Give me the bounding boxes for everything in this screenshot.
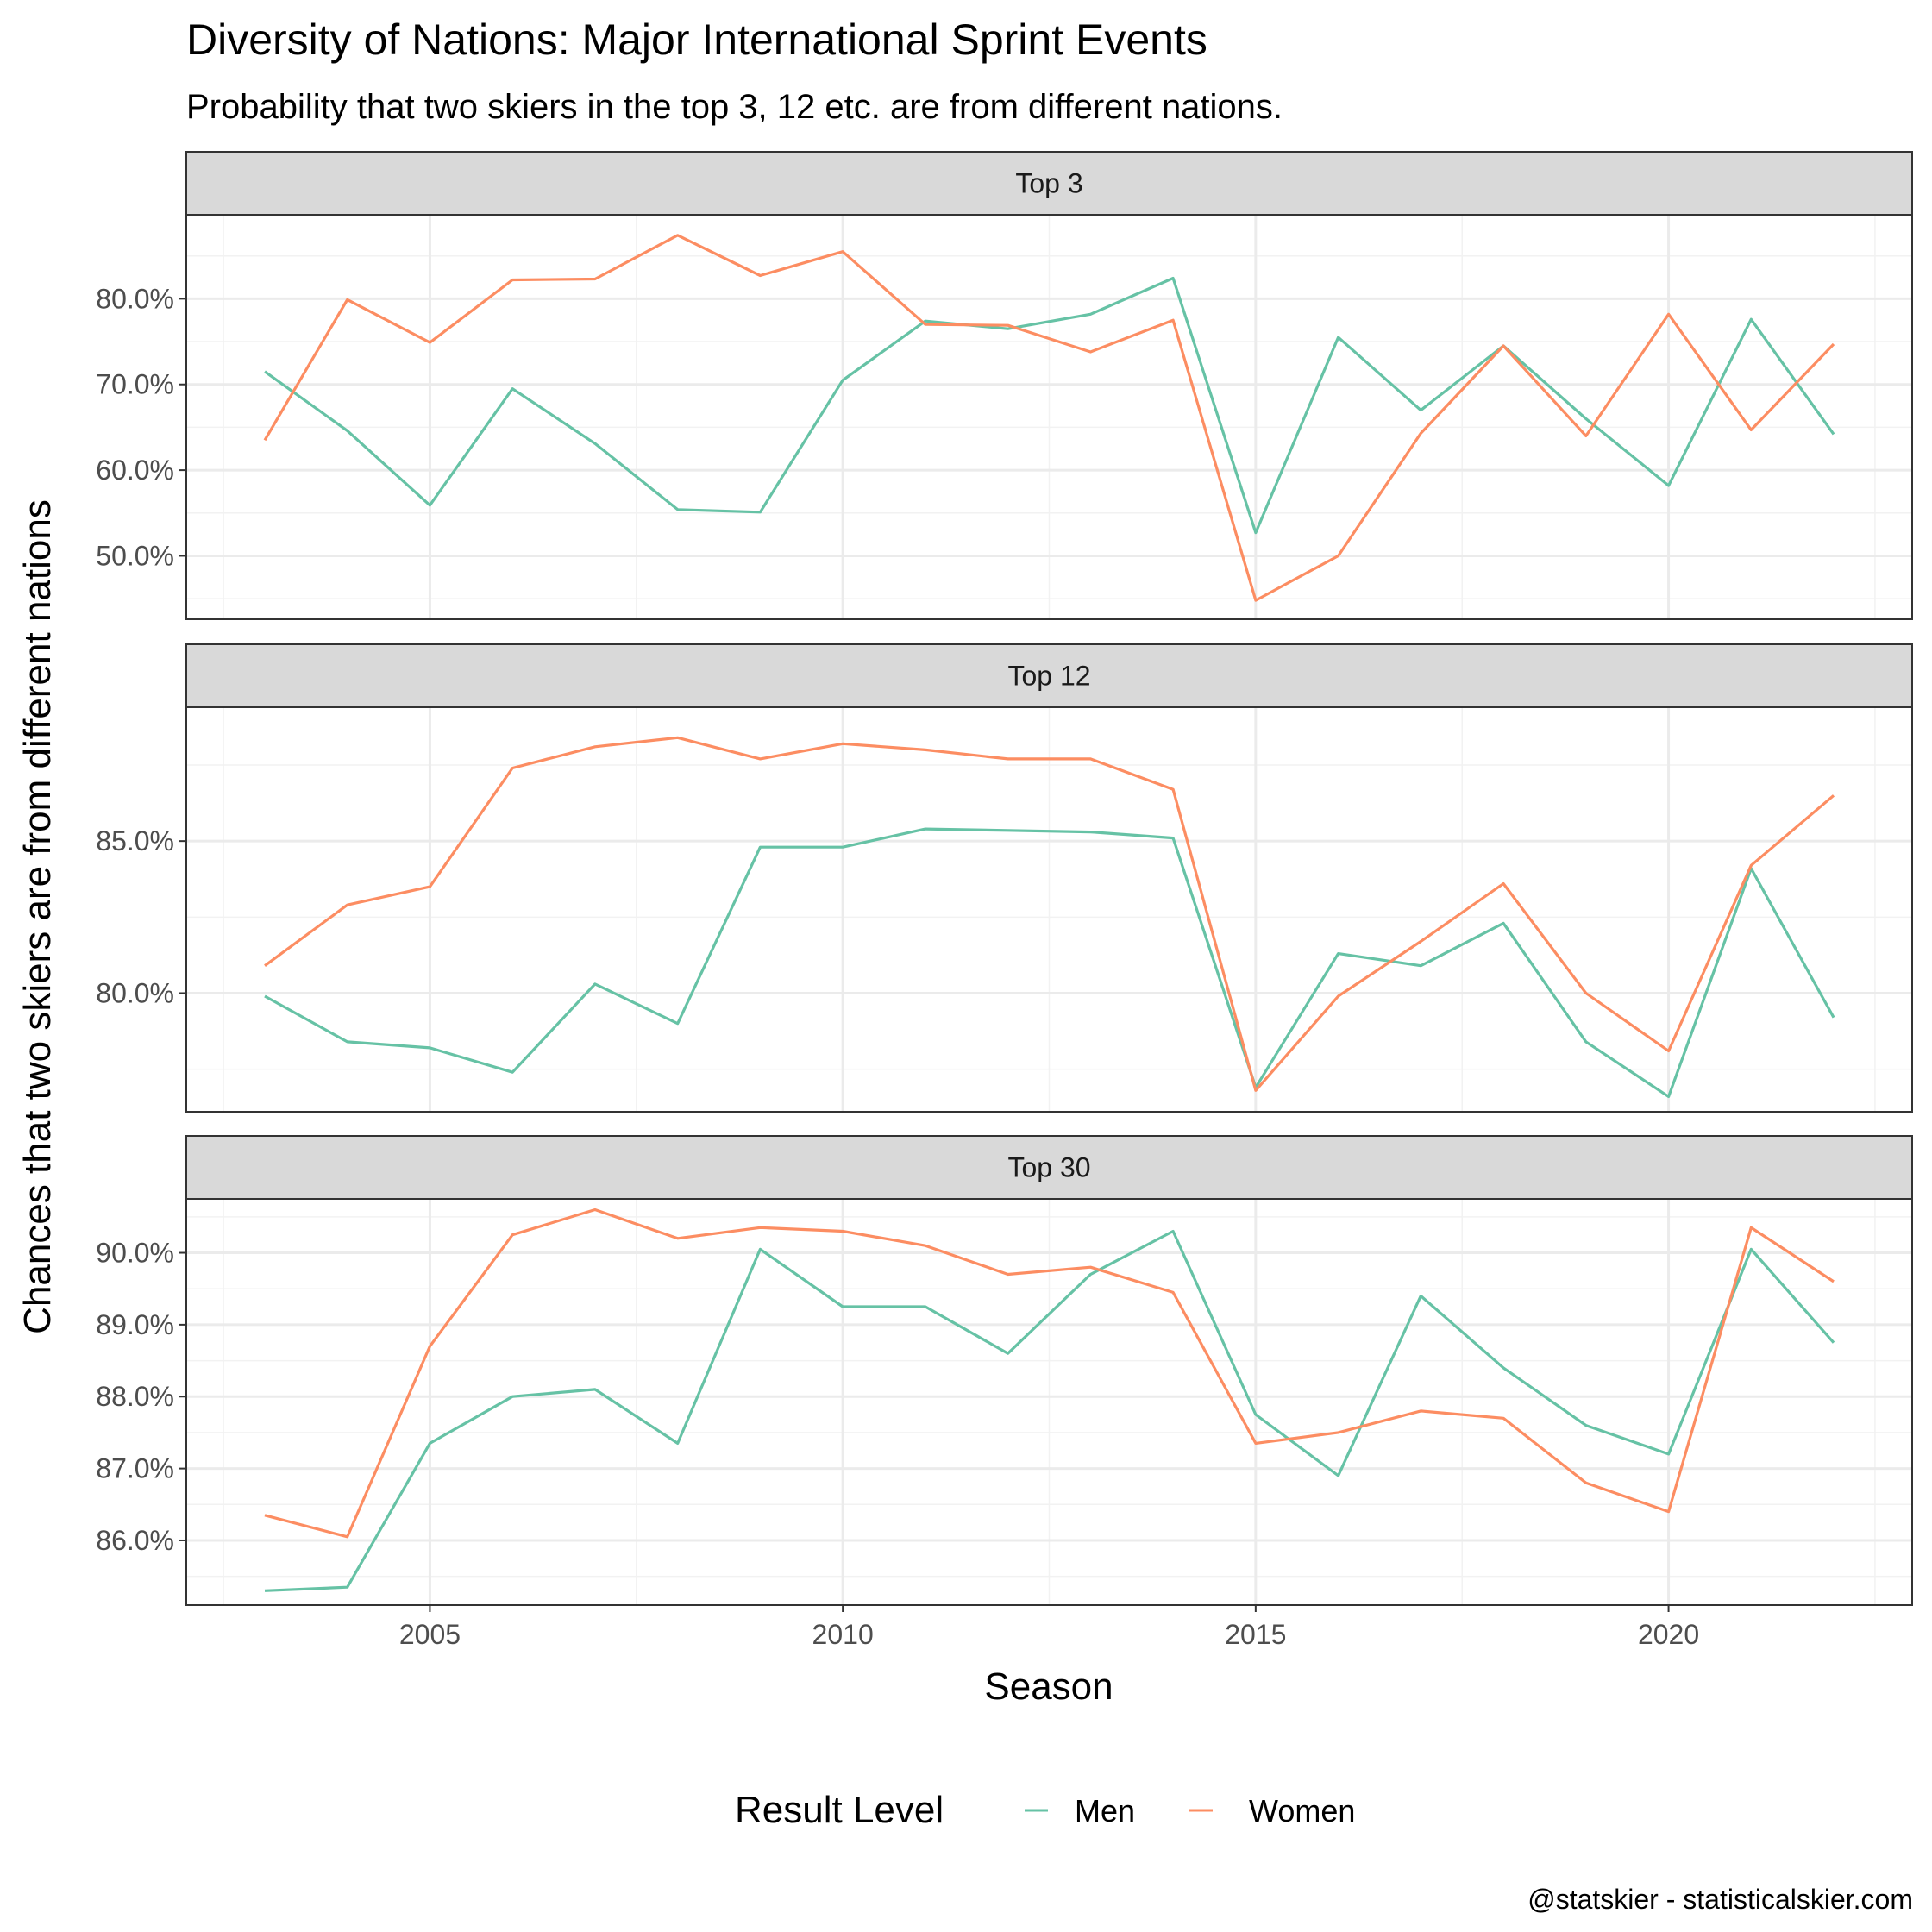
legend: Result Level Men Women	[735, 1789, 1355, 1831]
x-tick-label: 2005	[399, 1619, 461, 1650]
y-tick-label: 85.0%	[96, 825, 174, 856]
series-line-women	[263, 234, 1835, 602]
caption: @statskier - statisticalskier.com	[1527, 1884, 1913, 1915]
facet-strip-label: Top 3	[1015, 168, 1082, 199]
legend-label-men: Men	[1075, 1793, 1135, 1828]
y-axis-title: Chances that two skiers are from differe…	[16, 499, 59, 1334]
y-tick-label: 90.0%	[96, 1238, 174, 1269]
panel-2: Top 12 80.0% 85.0%	[96, 643, 1913, 1113]
y-tick-label: 89.0%	[96, 1309, 174, 1340]
facet-strip	[185, 643, 1913, 708]
chart-subtitle: Probability that two skiers in the top 3…	[186, 88, 1283, 126]
facet-strip-label: Top 12	[1007, 661, 1090, 692]
facet-strip-label: Top 30	[1007, 1152, 1090, 1183]
series-line-men	[264, 1229, 1835, 1592]
x-tick-label: 2020	[1638, 1619, 1699, 1650]
y-tick-label: 88.0%	[96, 1381, 174, 1412]
y-tick-label: 60.0%	[96, 455, 174, 486]
x-axis-title: Season	[984, 1665, 1113, 1708]
y-tick-label: 50.0%	[96, 540, 174, 571]
y-tick-label: 80.0%	[96, 283, 174, 314]
series-line-men	[264, 827, 1835, 1099]
y-tick-label: 70.0%	[96, 369, 174, 400]
y-tick-label: 80.0%	[96, 977, 174, 1008]
chart-title: Diversity of Nations: Major Internationa…	[186, 16, 1208, 64]
y-tick-label: 87.0%	[96, 1453, 174, 1484]
facet-strip	[185, 151, 1913, 216]
x-axis: 2005 2010 2015 2020	[399, 1605, 1699, 1650]
facet-strip	[185, 1135, 1913, 1200]
x-tick-label: 2015	[1225, 1619, 1286, 1650]
series-line-women	[264, 736, 1835, 1092]
series-line-women	[264, 1208, 1835, 1539]
panel-1: Top 3 50.0% 60.0% 70.0% 80.0%	[96, 151, 1913, 620]
x-tick-label: 2010	[812, 1619, 874, 1650]
y-tick-label: 86.0%	[96, 1525, 174, 1556]
legend-title: Result Level	[735, 1789, 944, 1831]
panel-3: Top 30 86.0% 87.0% 88.0% 89.0% 90.0%	[96, 1135, 1913, 1606]
series-line-men	[264, 276, 1835, 535]
legend-label-women: Women	[1249, 1793, 1355, 1828]
facet-panels: Top 3 50.0% 60.0% 70.0% 80.0% Top 12 80.0% 85.0…	[96, 151, 1913, 1606]
